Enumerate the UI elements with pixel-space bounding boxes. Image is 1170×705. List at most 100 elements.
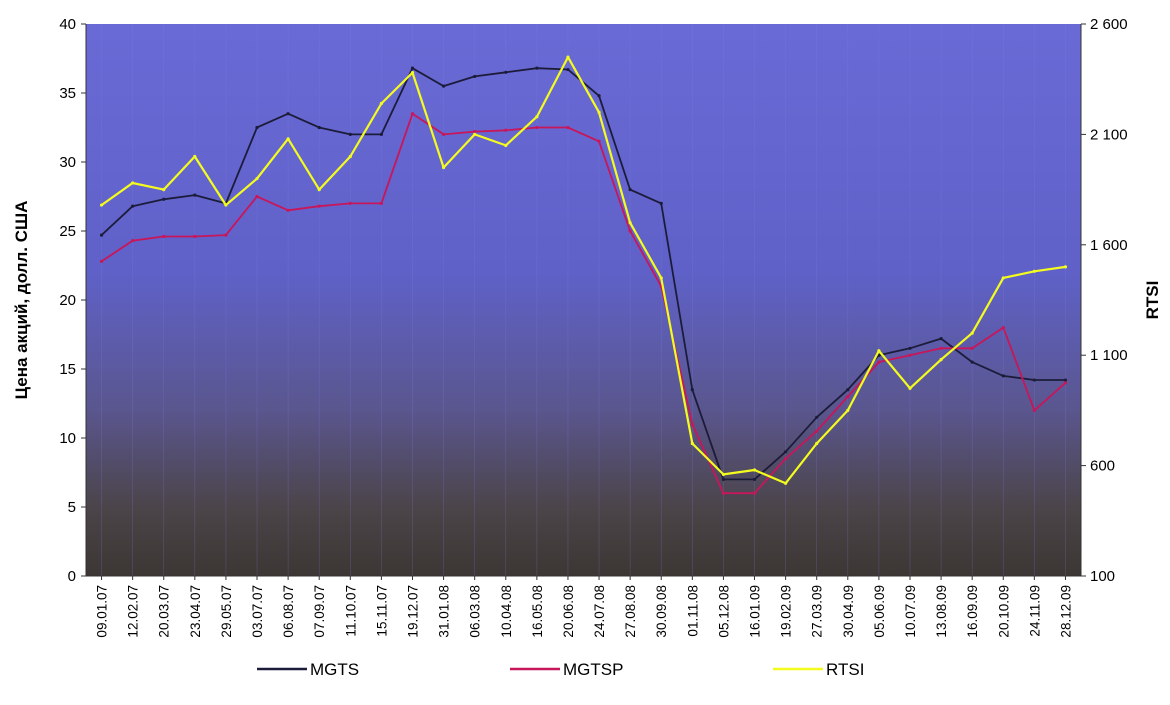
- axes: 0 5 10 15 20 25 30 35 40 100 600 1 100 1 600 2 100 2 6…: [59, 16, 1127, 638]
- data-point-mgtsp: [815, 429, 819, 433]
- data-point-mgts: [1063, 378, 1068, 382]
- x-tick-label: 10.07.09: [903, 585, 918, 638]
- data-point-mgtsp: [846, 395, 850, 399]
- data-point-mgtsp: [224, 233, 228, 237]
- data-point-mgtsp: [99, 259, 104, 263]
- data-point-mgtsp: [504, 128, 508, 132]
- x-tick-label: 13.08.09: [934, 585, 949, 638]
- data-point-rtsi: [348, 154, 352, 159]
- data-point-mgtsp: [597, 139, 601, 143]
- data-point-mgtsp: [286, 208, 290, 212]
- data-point-rtsi: [99, 203, 104, 207]
- data-point-mgtsp: [566, 125, 570, 130]
- data-point-rtsi: [597, 110, 601, 114]
- data-point-mgtsp: [162, 234, 166, 239]
- x-tick-label: 03.07.07: [250, 585, 265, 638]
- data-point-mgts: [1032, 378, 1036, 382]
- data-point-mgts: [379, 132, 383, 136]
- y2-tick-label: 100: [1090, 568, 1115, 585]
- data-point-mgts: [348, 132, 352, 136]
- x-tick-label: 06.08.07: [281, 585, 296, 638]
- x-tick-label: 16.05.08: [530, 585, 545, 638]
- data-point-mgts: [597, 94, 601, 98]
- x-tick-label: 05.06.09: [872, 585, 887, 638]
- data-point-rtsi: [1001, 276, 1005, 280]
- legend-label-mgtsp: MGTSP: [563, 660, 623, 679]
- data-point-mgtsp: [410, 112, 415, 116]
- x-tick-label: 09.01.07: [95, 585, 110, 638]
- data-point-mgtsp: [752, 491, 757, 495]
- x-tick-label: 10.04.08: [499, 585, 514, 638]
- data-point-rtsi: [224, 203, 228, 207]
- x-tick-label: 15.11.07: [374, 585, 389, 637]
- x-tick-label: 28.12.09: [1058, 585, 1073, 638]
- data-point-rtsi: [535, 115, 539, 119]
- data-point-mgtsp: [784, 457, 788, 461]
- x-tick-label: 06.03.08: [468, 585, 483, 638]
- data-point-rtsi: [970, 331, 974, 335]
- data-point-mgts: [255, 125, 259, 130]
- data-point-mgts: [815, 415, 819, 419]
- data-point-mgtsp: [690, 422, 694, 426]
- x-tick-label: 05.12.08: [716, 585, 731, 638]
- data-point-mgts: [504, 70, 508, 74]
- data-point-mgts: [908, 346, 912, 350]
- y-axis-title: Цена акций, долл. США: [12, 201, 31, 400]
- data-point-rtsi: [317, 188, 321, 192]
- data-point-mgts: [441, 84, 446, 88]
- y-tick-label: 30: [59, 154, 76, 171]
- x-tick-label: 11.10.07: [343, 585, 358, 637]
- x-tick-label: 16.09.09: [965, 585, 980, 638]
- y-tick-label: 40: [59, 16, 76, 33]
- x-tick-label: 20.06.08: [561, 585, 576, 638]
- y-tick-label: 20: [59, 292, 76, 309]
- data-point-mgts: [162, 197, 166, 201]
- data-point-mgtsp: [877, 360, 881, 364]
- data-point-mgts: [566, 67, 570, 72]
- data-point-rtsi: [566, 55, 570, 59]
- data-point-mgts: [752, 477, 757, 481]
- y2-tick-label: 1 100: [1090, 347, 1128, 364]
- data-point-mgts: [410, 66, 415, 70]
- x-tick-label: 20.03.07: [157, 585, 172, 638]
- x-tick-label: 27.03.09: [810, 585, 825, 638]
- data-point-rtsi: [877, 349, 881, 353]
- data-point-mgts: [628, 188, 632, 192]
- data-point-mgtsp: [535, 125, 539, 130]
- data-point-mgts: [286, 112, 290, 116]
- data-point-mgtsp: [193, 234, 197, 239]
- data-point-mgtsp: [131, 239, 135, 243]
- data-point-mgtsp: [317, 204, 321, 208]
- data-point-mgtsp: [721, 491, 726, 495]
- y2-tick-label: 2 100: [1090, 126, 1128, 143]
- x-tick-label: 29.05.07: [219, 585, 234, 638]
- data-point-rtsi: [255, 176, 259, 181]
- y2-tick-label: 600: [1090, 458, 1115, 475]
- y-tick-label: 35: [59, 85, 76, 102]
- data-point-mgts: [131, 204, 135, 208]
- series-line-mgtsp: [101, 112, 1067, 495]
- data-point-mgtsp: [255, 194, 259, 199]
- plot-area: [86, 24, 1081, 576]
- y2-tick-label: 2 600: [1090, 16, 1128, 33]
- data-point-mgtsp: [628, 229, 632, 233]
- y2-tick-label: 1 600: [1090, 237, 1128, 254]
- x-tick-label: 24.07.08: [592, 585, 607, 638]
- data-point-mgts: [659, 201, 663, 205]
- x-tick-label: 19.12.07: [405, 585, 420, 638]
- y-tick-label: 10: [59, 430, 76, 447]
- data-point-mgtsp: [908, 353, 912, 357]
- data-point-mgtsp: [1032, 408, 1036, 412]
- data-point-mgtsp: [379, 201, 383, 205]
- data-point-rtsi: [473, 132, 477, 136]
- data-point-mgts: [970, 360, 974, 364]
- data-point-rtsi: [784, 481, 788, 485]
- data-point-mgts: [317, 125, 321, 130]
- data-point-rtsi: [690, 441, 694, 446]
- data-point-mgts: [99, 233, 104, 237]
- data-point-mgts: [939, 337, 943, 341]
- data-point-rtsi: [846, 408, 850, 412]
- data-point-mgtsp: [970, 346, 974, 350]
- x-tick-label: 30.04.09: [841, 585, 856, 638]
- data-point-mgts: [535, 66, 539, 70]
